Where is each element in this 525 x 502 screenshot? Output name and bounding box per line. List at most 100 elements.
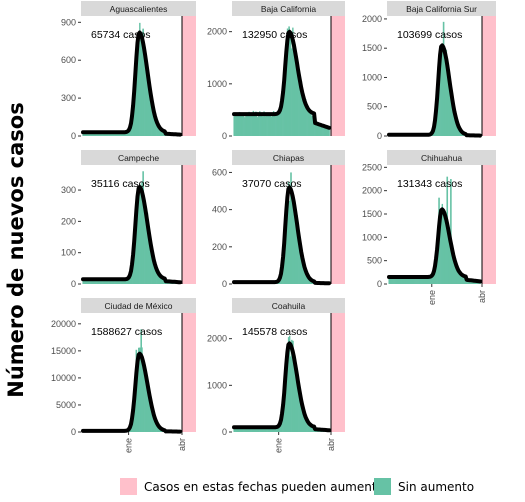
bar	[310, 425, 312, 432]
bar	[238, 111, 241, 136]
bar	[248, 426, 250, 432]
bar	[292, 27, 294, 136]
bar	[409, 276, 412, 284]
bar	[281, 415, 283, 432]
panel-coahuila: Coahuila 0 1000 2000 145578 casos ene abr	[207, 298, 345, 453]
bar	[304, 268, 307, 284]
total-cases-label: 65734 casos	[91, 29, 151, 41]
bar	[320, 125, 323, 136]
bar	[284, 231, 287, 284]
bar	[151, 244, 153, 284]
bar	[159, 128, 162, 136]
bar	[86, 279, 89, 284]
pending-region	[182, 165, 196, 284]
bar	[147, 84, 150, 136]
bar	[414, 276, 416, 284]
pending-region	[182, 16, 196, 136]
bar	[267, 427, 270, 432]
bar	[316, 121, 319, 136]
y-tick-label: 1000	[362, 72, 382, 82]
y-tick-label: 2000	[362, 14, 382, 24]
bar	[141, 347, 143, 432]
bar	[449, 80, 452, 136]
y-tick-label: 1500	[362, 209, 382, 219]
bar	[410, 276, 413, 284]
bar	[459, 272, 461, 284]
bar	[317, 124, 320, 136]
bar	[388, 277, 390, 284]
bar	[297, 382, 299, 432]
y-tick-label: 0	[377, 131, 382, 141]
y-tick-label: 200	[212, 242, 227, 252]
bar	[286, 206, 289, 284]
bar	[416, 277, 418, 284]
bar	[256, 117, 259, 136]
panel-strip	[232, 150, 345, 165]
bar	[291, 339, 293, 432]
bar	[420, 276, 422, 284]
bar	[156, 123, 158, 136]
bar	[322, 124, 324, 136]
bar	[121, 278, 124, 284]
bar	[429, 277, 431, 284]
bar	[303, 267, 306, 284]
bar	[246, 427, 248, 432]
bar	[151, 105, 153, 136]
panel-title: Chiapas	[273, 153, 304, 163]
bar	[112, 132, 115, 136]
bar	[148, 242, 151, 284]
x-tick-label: abr	[326, 438, 336, 451]
bar	[282, 88, 284, 136]
y-tick-label: 0	[377, 279, 382, 289]
bar	[124, 279, 127, 284]
bar	[132, 107, 134, 136]
bar	[445, 49, 448, 136]
bar	[295, 53, 297, 136]
bar	[453, 109, 456, 136]
x-tick-label: abr	[177, 438, 187, 451]
bar	[292, 194, 294, 284]
bar	[395, 276, 397, 284]
bar	[144, 61, 146, 136]
bar	[415, 277, 417, 284]
y-tick-label: 10000	[51, 373, 76, 383]
bar	[405, 277, 408, 284]
smoothed-line	[387, 207, 482, 284]
bar	[397, 276, 400, 284]
bar	[288, 335, 291, 432]
bar	[315, 122, 318, 136]
bar	[84, 132, 87, 136]
panel-chihuahua: Chihuahua 0 500 1000 1500 2000 2500 131343 caso…	[362, 150, 496, 305]
bar	[116, 278, 118, 284]
bar	[143, 210, 145, 284]
bar	[244, 117, 246, 136]
bar	[271, 113, 274, 136]
bar	[119, 132, 121, 136]
bar	[307, 109, 309, 136]
bar	[444, 216, 447, 284]
bar	[279, 424, 281, 432]
bar	[147, 231, 150, 284]
bar	[148, 92, 151, 136]
bar	[141, 40, 143, 136]
bar	[299, 74, 302, 136]
bar	[111, 132, 114, 136]
bar	[147, 387, 150, 432]
bar	[114, 279, 116, 284]
bar	[150, 397, 152, 432]
panel-strip	[81, 150, 196, 165]
bar	[158, 275, 161, 284]
bar	[241, 113, 244, 136]
bar	[146, 76, 149, 136]
bar	[411, 276, 414, 284]
bar	[311, 426, 313, 432]
bar	[158, 127, 161, 136]
bar	[157, 271, 160, 284]
bar	[154, 265, 156, 284]
bar	[419, 276, 421, 284]
bar	[136, 368, 139, 432]
bar	[131, 264, 133, 284]
bar	[278, 111, 280, 136]
bar	[160, 130, 163, 136]
y-tick-label: 500	[367, 102, 382, 112]
